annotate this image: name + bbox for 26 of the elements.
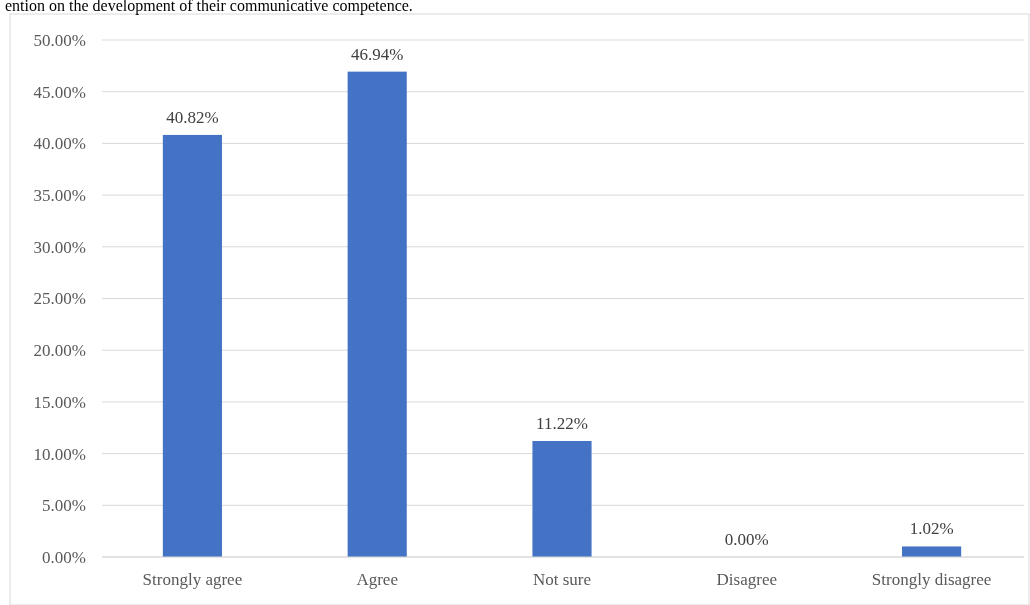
y-tick-label: 40.00%	[33, 134, 86, 154]
data-label: 40.82%	[166, 107, 219, 127]
y-tick-label: 35.00%	[33, 186, 86, 206]
bar	[162, 134, 222, 557]
y-tick-label: 30.00%	[33, 237, 86, 257]
y-tick-label: 5.00%	[42, 496, 86, 516]
x-tick-label: Not sure	[532, 570, 592, 589]
y-tick-label: 15.00%	[33, 392, 86, 412]
text: ention on the development of their communicative competence.	[5, 0, 413, 15]
bar	[902, 546, 962, 557]
data-label: 11.22%	[536, 413, 588, 433]
x-tick-label: Disagree	[716, 570, 778, 589]
y-tick-label: 25.00%	[33, 289, 86, 309]
y-tick-label: 45.00%	[33, 82, 86, 102]
y-tick-label: 10.00%	[33, 444, 86, 464]
x-tick-label: Strongly agree	[142, 570, 243, 589]
data-label: 0.00%	[724, 530, 769, 549]
y-tick-label: 50.00%	[33, 30, 86, 50]
x-tick-label: Strongly disagree	[871, 570, 992, 589]
data-label: 1.02%	[909, 519, 954, 539]
bar	[347, 71, 407, 557]
y-tick-label: 20.00%	[33, 341, 86, 361]
y-tick-label: 0.00%	[42, 547, 86, 567]
data-label: 46.94%	[350, 44, 404, 64]
bar	[532, 440, 592, 557]
x-tick-label: Agree	[356, 570, 398, 589]
